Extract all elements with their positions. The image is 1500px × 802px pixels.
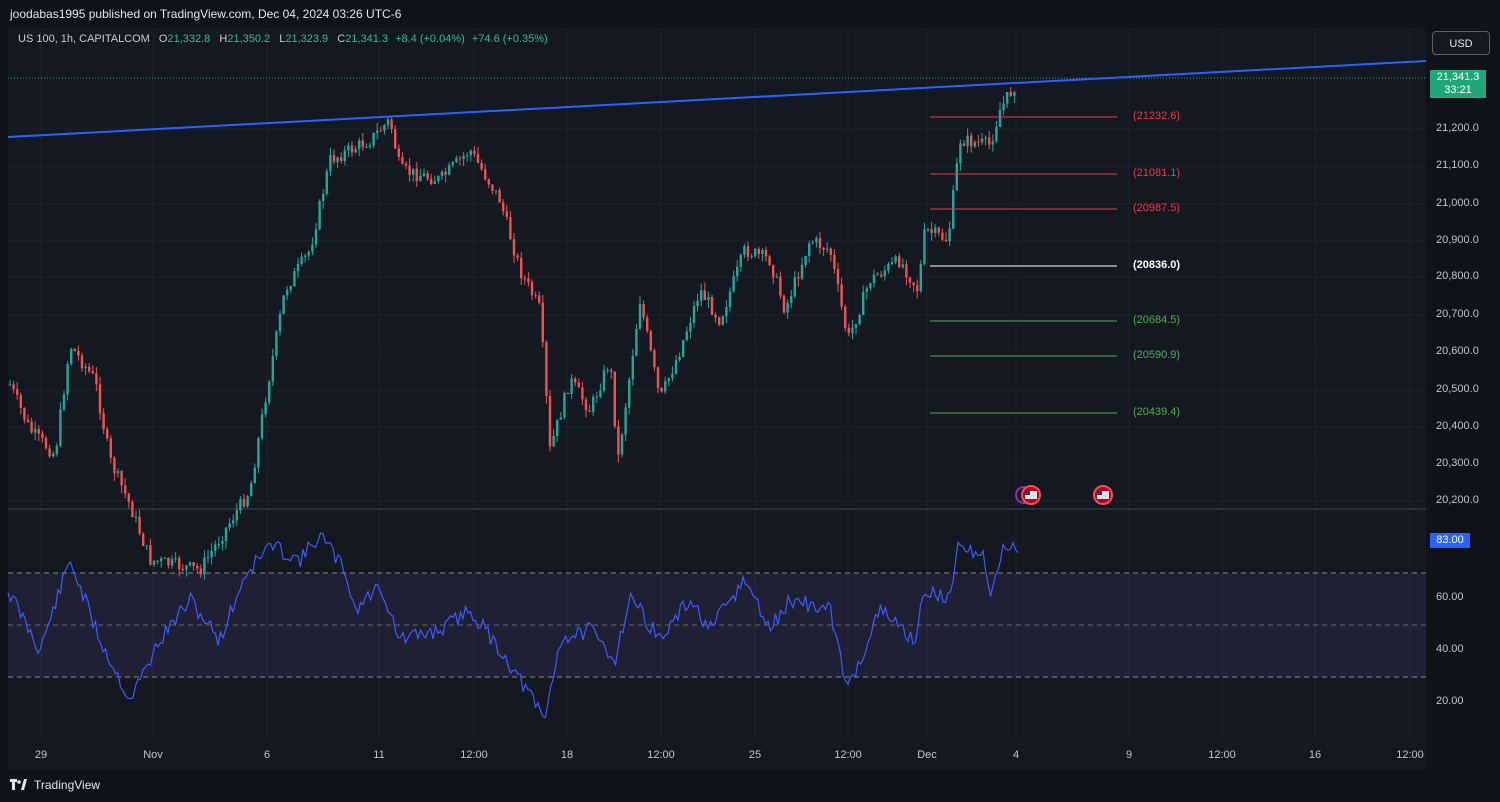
price-tick: 20,500.0 (1436, 383, 1479, 395)
time-tick: 12:00 (1208, 749, 1236, 761)
time-tick: 6 (263, 749, 271, 761)
ohlc-legend: US 100, 1h, CAPITALCOM O21,332.8 H21,350… (18, 33, 548, 45)
tradingview-logo-icon (10, 779, 27, 790)
open-value: 21,332.8 (167, 33, 211, 45)
price-tick: 20,900.0 (1436, 234, 1479, 246)
trendline (7, 60, 1427, 138)
time-tick: 12:00 (834, 749, 862, 761)
footer-brand-text: TradingView (34, 778, 101, 792)
time-tick: 9 (1125, 749, 1133, 761)
change2-value: +74.6 (+0.35%) (471, 33, 548, 45)
price-tick: 21,000.0 (1436, 197, 1479, 209)
rsi-value-badge: 83.00 (1430, 533, 1470, 548)
time-tick: 11 (373, 749, 385, 761)
last-price: 21,341.3 (1436, 71, 1480, 83)
bar-countdown: 33:21 (1444, 84, 1472, 96)
time-tick: 12:00 (1396, 749, 1424, 761)
publisher-text: joodabas1995 published on TradingView.co… (10, 7, 402, 21)
last-price-badge: 21,341.3 33:21 (1430, 70, 1486, 98)
time-tick: 25 (748, 749, 762, 761)
low-label: L (279, 33, 286, 45)
level-label: (20684.5) (1133, 314, 1181, 326)
price-tick: 20,800.0 (1436, 270, 1479, 282)
rsi-series (7, 532, 1019, 719)
time-tick: 4 (1012, 749, 1020, 761)
rsi-band (8, 573, 1426, 677)
event-markers (1015, 485, 1113, 505)
level-label: (20836.0) (1133, 259, 1181, 271)
time-tick: 12:00 (647, 749, 675, 761)
time-tick: Nov (143, 749, 163, 761)
chart-area[interactable] (8, 28, 1426, 770)
candlestick-series (8, 86, 1016, 580)
footer-brand[interactable]: TradingView (10, 778, 100, 792)
price-tick: 20,300.0 (1436, 457, 1479, 469)
rsi-tick: 60.00 (1436, 591, 1464, 603)
rsi-tick: 20.00 (1436, 695, 1464, 707)
price-tick: 21,100.0 (1436, 159, 1479, 171)
price-tick: 20,700.0 (1436, 308, 1479, 320)
time-tick: 18 (560, 749, 574, 761)
price-tick: 20,200.0 (1436, 494, 1479, 506)
grid-lines (8, 28, 1426, 740)
publisher-header: joodabas1995 published on TradingView.co… (0, 0, 1500, 28)
price-scale[interactable] (1426, 28, 1500, 770)
open-label: O (158, 33, 168, 45)
level-label: (20590.9) (1133, 349, 1181, 361)
low-value: 21,323.9 (285, 33, 329, 45)
level-label: (21232.6) (1133, 110, 1181, 122)
high-label: H (219, 33, 228, 45)
time-tick: 16 (1308, 749, 1322, 761)
rsi-tick: 40.00 (1436, 643, 1464, 655)
level-label: (20439.4) (1133, 406, 1181, 418)
time-tick: Dec (917, 749, 937, 761)
time-tick: 12:00 (460, 749, 488, 761)
level-label: (20987.5) (1133, 202, 1181, 214)
price-tick: 21,200.0 (1436, 122, 1479, 134)
rsi-line (7, 532, 1019, 719)
time-tick: 29 (34, 749, 48, 761)
currency-button[interactable]: USD (1432, 31, 1490, 55)
price-tick: 20,600.0 (1436, 345, 1479, 357)
high-value: 21,350.2 (227, 33, 271, 45)
level-label: (21081.1) (1133, 167, 1181, 179)
level-lines (930, 116, 1117, 414)
change-value: +8.4 (+0.04%) (395, 33, 465, 45)
price-tick: 20,400.0 (1436, 420, 1479, 432)
close-value: 21,341.3 (345, 33, 389, 45)
symbol-label: US 100, 1h, CAPITALCOM (18, 33, 150, 45)
close-label: C (337, 33, 346, 45)
